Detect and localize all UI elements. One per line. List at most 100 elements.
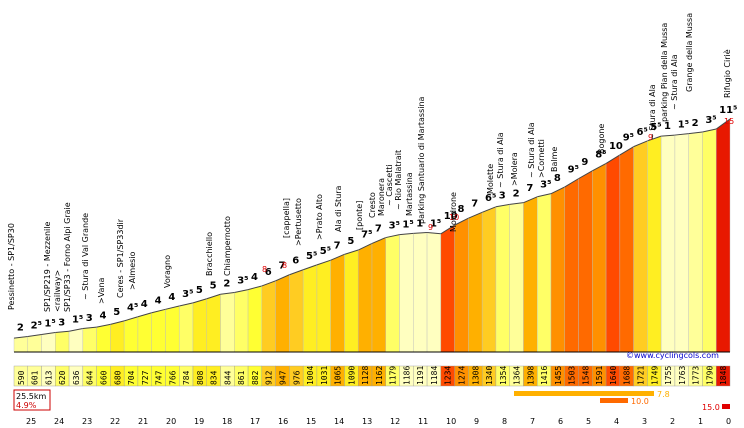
km-tick-label: 12 bbox=[390, 417, 400, 426]
km-tick-label: 1 bbox=[698, 417, 703, 426]
profile-line bbox=[165, 305, 180, 310]
grade-label: 3⁵ bbox=[540, 180, 551, 191]
place-label: Ala di Stura bbox=[334, 185, 343, 232]
legend-bar bbox=[514, 391, 654, 396]
profile-line bbox=[220, 292, 235, 295]
profile-line bbox=[605, 154, 621, 164]
place-label: Pessinetto - SP1/SP30 bbox=[7, 223, 16, 310]
grade-label: 3⁵ bbox=[237, 276, 248, 287]
grade-label: 1⁵ bbox=[430, 219, 441, 230]
altitude-label: 834 bbox=[210, 370, 219, 385]
profile-segment bbox=[523, 196, 538, 353]
altitude-label: 1398 bbox=[526, 366, 535, 385]
profile-line bbox=[27, 334, 42, 337]
grade-label: 3⁵ bbox=[705, 115, 716, 126]
place-label: >Cornetti bbox=[537, 139, 546, 178]
km-axis: 25 24 23 22 21 20 19 18 17 16 15 14 13 12 11 10 9 8 7 6 5 4 3 2… bbox=[26, 417, 731, 426]
steep-grade-label: 8 bbox=[262, 265, 267, 274]
place-label: Chiampernotto bbox=[223, 216, 232, 276]
profile-segment bbox=[495, 204, 510, 353]
grade-label: 3⁵ bbox=[389, 221, 400, 232]
profile-line bbox=[385, 234, 400, 239]
legend-bar bbox=[600, 398, 628, 403]
grade-label: 10 bbox=[609, 141, 623, 152]
km-tick-label: 15 bbox=[306, 417, 316, 426]
profile-segment bbox=[261, 280, 276, 353]
place-label: parking Pian della Mussa bbox=[660, 23, 669, 122]
place-label: ~ Stura di Ala bbox=[670, 54, 679, 110]
grade-label: 1⁵ bbox=[402, 219, 413, 230]
grade-label: 8 bbox=[554, 173, 561, 184]
profile-line bbox=[124, 316, 139, 322]
place-label: SP1/SP219 - Mezzenile bbox=[43, 222, 52, 312]
place-label: Cresto bbox=[368, 192, 377, 218]
profile-segment bbox=[647, 135, 662, 353]
altitude-cell bbox=[716, 365, 731, 387]
altitude-label: 1416 bbox=[540, 366, 549, 385]
profile-line bbox=[41, 331, 56, 336]
place-label: [cappella] bbox=[282, 198, 291, 238]
legend-label: 7.8 bbox=[657, 390, 670, 399]
place-label: <railway> bbox=[53, 270, 62, 312]
summary-box bbox=[13, 389, 51, 411]
altitude-label: 704 bbox=[127, 370, 136, 385]
profile-segment bbox=[55, 331, 70, 353]
place-label: parking Santuario di Martassina bbox=[417, 96, 426, 224]
avg-grade-label: 4.9% bbox=[16, 401, 37, 410]
altitude-label: 727 bbox=[141, 370, 150, 385]
profile-segment bbox=[165, 305, 180, 353]
km-tick-label: 0 bbox=[726, 417, 731, 426]
profile-line bbox=[13, 335, 28, 339]
altitude-label: 784 bbox=[182, 370, 191, 385]
profile-segment bbox=[385, 234, 400, 353]
altitude-row: 590 601 613 620 636 644 660 680 704 727 747 766 784 8… bbox=[13, 365, 731, 387]
profile-line bbox=[715, 118, 731, 130]
grade-label: 2⁵ bbox=[31, 321, 42, 332]
km-tick-label: 9 bbox=[474, 417, 479, 426]
profile-segment bbox=[440, 224, 455, 353]
altitude-label: 613 bbox=[44, 370, 53, 385]
km-tick-label: 21 bbox=[138, 417, 148, 426]
profile-segment bbox=[220, 292, 235, 353]
profile-segment bbox=[316, 259, 331, 353]
altitude-label: 1503 bbox=[568, 366, 577, 385]
km-tick-label: 19 bbox=[194, 417, 204, 426]
place-label: Bogone bbox=[597, 124, 606, 154]
altitude-label: 1749 bbox=[650, 366, 659, 385]
profile-line bbox=[440, 224, 455, 235]
place-label: Martassina bbox=[405, 172, 414, 216]
altitude-label: 1004 bbox=[306, 366, 315, 385]
profile-line bbox=[55, 330, 70, 333]
profile-segment bbox=[550, 186, 565, 353]
profile-segment bbox=[537, 193, 552, 353]
profile-line bbox=[550, 186, 565, 195]
profile-line bbox=[661, 134, 675, 137]
profile-segment bbox=[123, 316, 139, 353]
altitude-label: 1191 bbox=[416, 366, 425, 385]
km-tick-label: 20 bbox=[166, 417, 176, 426]
profile-line bbox=[206, 293, 221, 300]
profile-segment bbox=[426, 232, 442, 353]
altitude-label: 861 bbox=[237, 370, 246, 385]
grade-label: 4 bbox=[155, 295, 162, 306]
profile-line bbox=[468, 211, 483, 219]
profile-line bbox=[523, 196, 538, 204]
profile-segment bbox=[468, 212, 483, 353]
profile-line bbox=[302, 264, 318, 271]
profile-segment bbox=[41, 332, 56, 353]
distance-label: 25.5km bbox=[16, 392, 46, 401]
grade-label: 10 bbox=[444, 211, 458, 222]
grade-label: 6⁵ bbox=[637, 127, 648, 138]
altitude-label: 1234 bbox=[444, 366, 453, 385]
altitude-label: 601 bbox=[31, 370, 40, 385]
profile-segment bbox=[82, 326, 97, 353]
grade-label: 6⁵ bbox=[485, 193, 496, 204]
profile-line bbox=[427, 232, 441, 235]
grade-label: 1⁵ bbox=[72, 314, 83, 325]
profile-line bbox=[537, 193, 552, 198]
profile-segment bbox=[27, 334, 42, 353]
grade-label: 5 bbox=[196, 285, 203, 296]
profile-line bbox=[674, 133, 689, 136]
profile-line bbox=[179, 302, 194, 307]
